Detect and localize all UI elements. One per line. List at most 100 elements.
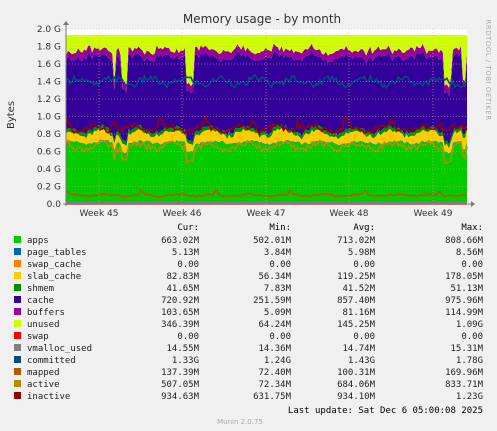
- legend-row-vmalloc-used: vmalloc_used 14.55M 14.36M 14.74M 15.31M: [14, 344, 484, 354]
- legend-min: 0.00: [269, 260, 291, 270]
- area-buffers: [66, 43, 467, 96]
- legend-name: page_tables: [27, 248, 87, 258]
- legend-avg: 5.98M: [348, 248, 376, 258]
- legend-row-active: active 507.05M 72.34M 684.06M 833.71M: [14, 380, 484, 390]
- legend-swatch: [14, 236, 21, 243]
- legend-min: 14.36M: [258, 344, 291, 354]
- y-tick-label: 0.6 G: [37, 148, 61, 158]
- legend-max: 178.05M: [445, 272, 484, 282]
- legend-max: 169.96M: [445, 368, 484, 378]
- plot-layers: [65, 35, 468, 205]
- legend-avg: 145.25M: [337, 320, 376, 330]
- y-tick-label: 0.2 G: [37, 183, 61, 193]
- legend-name: inactive: [27, 392, 70, 402]
- legend-avg: 41.52M: [342, 284, 375, 294]
- legend-swatch: [14, 260, 21, 267]
- legend-max: 1.23G: [456, 392, 483, 402]
- line-mapped: [65, 188, 468, 198]
- grid-lines: [66, 28, 467, 204]
- legend-min: 72.34M: [258, 380, 291, 390]
- legend-cur: 5.13M: [172, 248, 200, 258]
- legend-row-unused: unused 346.39M 64.24M 145.25M 1.09G: [14, 320, 483, 330]
- legend-min: 3.84M: [264, 248, 292, 258]
- x-tick-label: Week 45: [80, 209, 119, 219]
- legend-row-mapped: mapped 137.39M 72.40M 100.31M 169.96M: [14, 368, 484, 378]
- x-tick-label: Week 47: [247, 209, 286, 219]
- y-tick-labels: 0.0 0.2 G 0.4 G 0.6 G 0.8 G 1.0 G 1.2 G 1.4 G 1.…: [37, 25, 61, 210]
- legend-row-committed: committed 1.33G 1.24G 1.43G 1.78G: [14, 356, 483, 366]
- legend-header-avg: Avg:: [353, 223, 375, 233]
- y-tick-label: 1.6 G: [37, 60, 61, 70]
- legend-cur: 507.05M: [161, 380, 200, 390]
- x-tick-label: Week 49: [414, 209, 453, 219]
- legend-swatch: [14, 380, 21, 387]
- x-axis-arrow: [471, 201, 475, 207]
- y-tick-label: 0.8 G: [37, 130, 61, 140]
- legend-row-cache: cache 720.92M 251.59M 857.40M 975.96M: [14, 296, 484, 306]
- legend-avg: 0.00: [353, 260, 375, 270]
- legend-name: buffers: [27, 308, 65, 318]
- legend-name: apps: [27, 236, 49, 246]
- legend-min: 251.59M: [253, 296, 292, 306]
- area-slab-cache: [66, 127, 467, 154]
- legend-cur: 137.39M: [161, 368, 200, 378]
- legend-cur: 0.00: [177, 260, 199, 270]
- legend-min: 56.34M: [258, 272, 291, 282]
- legend-swatch: [14, 284, 21, 291]
- legend-max: 15.31M: [450, 344, 483, 354]
- legend-avg: 934.10M: [337, 392, 376, 402]
- x-tick-label: Week 48: [330, 209, 369, 219]
- legend-header-cur: Cur:: [177, 223, 199, 233]
- legend-name: cache: [27, 296, 54, 306]
- legend-row-page-tables: page_tables 5.13M 3.84M 5.98M 8.56M: [14, 248, 484, 258]
- legend-name: shmem: [27, 284, 54, 294]
- legend-min: 64.24M: [258, 320, 291, 330]
- legend-min: 7.83M: [264, 284, 292, 294]
- legend-swatch: [14, 392, 21, 399]
- legend-cur: 720.92M: [161, 296, 200, 306]
- legend-cur: 41.65M: [166, 284, 199, 294]
- legend-cur: 14.55M: [166, 344, 199, 354]
- area-shmem: [66, 123, 467, 149]
- legend-max: 0.00: [461, 260, 483, 270]
- legend-name: committed: [27, 356, 76, 366]
- legend-row-swap: swap 0.00 0.00 0.00 0.00: [14, 332, 483, 342]
- legend: apps 663.02M 502.01M 713.02M 808.66M page_tab…: [14, 236, 484, 402]
- legend-row-slab-cache: slab_cache 82.83M 56.34M 119.25M 178.05M: [14, 272, 484, 282]
- munin-version: Munin 2.0.75: [217, 418, 263, 426]
- legend-avg: 0.00: [353, 332, 375, 342]
- legend-swatch: [14, 368, 21, 375]
- legend-name: active: [27, 380, 60, 390]
- legend-avg: 81.16M: [342, 308, 375, 318]
- legend-avg: 713.02M: [337, 236, 376, 246]
- legend-avg: 857.40M: [337, 296, 376, 306]
- x-tick-label: Week 46: [163, 209, 202, 219]
- legend-min: 5.09M: [264, 308, 292, 318]
- y-tick-label: 1.4 G: [37, 78, 61, 88]
- y-axis-label: Bytes: [6, 101, 17, 129]
- legend-swatch: [14, 296, 21, 303]
- legend-min: 72.40M: [258, 368, 291, 378]
- legend-swatch: [14, 356, 21, 363]
- legend-header: Cur: Min: Avg: Max:: [177, 223, 483, 233]
- y-tick-label: 1.8 G: [37, 43, 61, 53]
- legend-name: swap: [27, 332, 49, 342]
- legend-swatch: [14, 320, 21, 327]
- last-update: Last update: Sat Dec 6 05:00:08 2025: [288, 406, 483, 416]
- legend-header-max: Max:: [461, 223, 483, 233]
- legend-name: swap_cache: [27, 260, 81, 270]
- legend-cur: 103.65M: [161, 308, 200, 318]
- legend-cur: 0.00: [177, 332, 199, 342]
- legend-swatch: [14, 248, 21, 255]
- y-tick-label: 0.4 G: [37, 165, 61, 175]
- y-tick-label: 2.0 G: [37, 25, 61, 35]
- legend-row-swap-cache: swap_cache 0.00 0.00 0.00 0.00: [14, 260, 483, 270]
- legend-swatch: [14, 344, 21, 351]
- line-inactive: [65, 114, 468, 136]
- line-active: [65, 138, 468, 165]
- rrdtool-side-label: RRDTOOL / TOBI OETIKER: [484, 19, 492, 120]
- legend-swatch: [14, 272, 21, 279]
- legend-max: 114.99M: [445, 308, 484, 318]
- legend-max: 1.78G: [456, 356, 483, 366]
